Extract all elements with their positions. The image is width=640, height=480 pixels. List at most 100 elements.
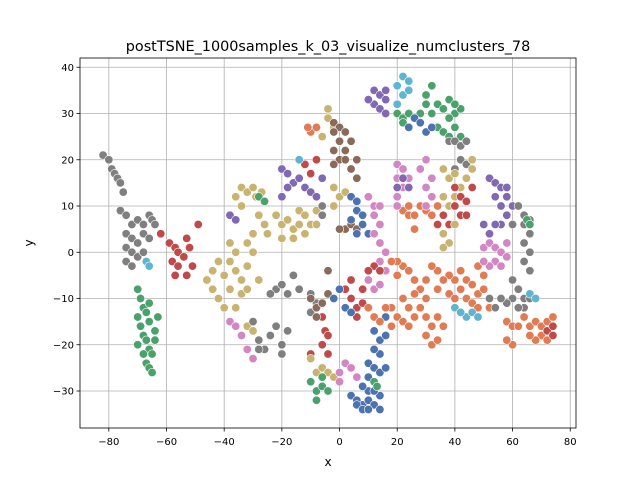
data-point — [363, 266, 373, 276]
data-point — [358, 210, 368, 220]
data-point — [311, 312, 321, 322]
data-point — [254, 344, 264, 354]
x-tick-label: 40 — [449, 437, 462, 448]
data-point — [156, 229, 166, 239]
data-point — [381, 330, 391, 340]
data-point — [208, 266, 218, 276]
data-point — [231, 303, 241, 313]
data-point — [317, 132, 327, 142]
data-point — [490, 303, 500, 313]
data-point — [311, 192, 321, 202]
data-point — [352, 173, 362, 183]
data-point — [392, 183, 402, 193]
data-point — [525, 229, 535, 239]
data-point — [410, 289, 420, 299]
data-point — [248, 183, 258, 193]
data-point — [421, 312, 431, 322]
data-point — [450, 183, 460, 193]
data-point — [271, 210, 281, 220]
x-tick-label: −80 — [98, 437, 119, 448]
x-axis-ticks: −80 −60 −40 −20 0 20 40 60 80 — [98, 428, 577, 448]
data-point — [415, 303, 425, 313]
data-point — [427, 192, 437, 202]
data-point — [346, 307, 356, 317]
data-point — [323, 104, 333, 114]
data-point — [133, 312, 143, 322]
data-point — [502, 238, 512, 248]
data-point — [479, 256, 489, 266]
y-tick-label: 0 — [68, 248, 74, 259]
data-point — [231, 247, 241, 257]
data-point — [352, 229, 362, 239]
data-point — [303, 122, 313, 132]
data-point — [277, 280, 287, 290]
data-point — [421, 99, 431, 109]
data-point — [104, 155, 114, 165]
data-point — [265, 289, 275, 299]
data-point — [398, 173, 408, 183]
data-point — [173, 261, 183, 271]
data-point — [182, 233, 192, 243]
data-point — [450, 201, 460, 211]
data-point — [484, 293, 494, 303]
data-point — [329, 183, 339, 193]
data-point — [141, 335, 151, 345]
data-point — [236, 201, 246, 211]
data-point — [300, 210, 310, 220]
data-point — [335, 377, 345, 387]
data-point — [300, 229, 310, 239]
data-point — [421, 155, 431, 165]
data-point — [288, 233, 298, 243]
data-point — [456, 307, 466, 317]
data-point — [242, 238, 252, 248]
data-point — [271, 321, 281, 331]
data-point — [375, 280, 385, 290]
data-point — [438, 192, 448, 202]
data-point — [242, 284, 252, 294]
data-point — [311, 155, 321, 165]
data-point — [381, 363, 391, 373]
data-point — [375, 266, 385, 276]
data-point — [392, 270, 402, 280]
x-tick-label: −40 — [214, 437, 235, 448]
data-point — [283, 183, 293, 193]
data-point — [438, 104, 448, 114]
data-point — [225, 238, 235, 248]
data-point — [369, 229, 379, 239]
data-point — [144, 261, 154, 271]
data-point — [294, 173, 304, 183]
data-point — [404, 266, 414, 276]
x-tick-label: −20 — [271, 437, 292, 448]
data-point — [410, 224, 420, 234]
data-point — [496, 201, 506, 211]
data-point — [433, 335, 443, 345]
data-point — [421, 201, 431, 211]
data-point — [352, 372, 362, 382]
data-point — [335, 224, 345, 234]
y-tick-label: 10 — [61, 202, 74, 213]
data-point — [358, 220, 368, 230]
data-point — [450, 99, 460, 109]
data-point — [248, 229, 258, 239]
data-point — [381, 95, 391, 105]
data-point — [421, 275, 431, 285]
data-point — [138, 220, 148, 230]
data-point — [248, 247, 258, 257]
data-point — [496, 293, 506, 303]
chart-title: postTSNE_1000samples_k_03_visualize_numc… — [126, 39, 530, 55]
data-point — [548, 330, 558, 340]
data-point — [179, 252, 189, 262]
data-point — [404, 76, 414, 86]
data-point — [346, 275, 356, 285]
data-point — [283, 289, 293, 299]
data-point — [147, 367, 157, 377]
data-point — [381, 109, 391, 119]
x-axis-label: x — [324, 455, 331, 469]
data-point — [219, 270, 229, 280]
data-point — [375, 404, 385, 414]
data-point — [410, 312, 420, 322]
data-point — [513, 303, 523, 313]
data-point — [115, 178, 125, 188]
data-point — [519, 238, 529, 248]
data-point — [484, 229, 494, 239]
